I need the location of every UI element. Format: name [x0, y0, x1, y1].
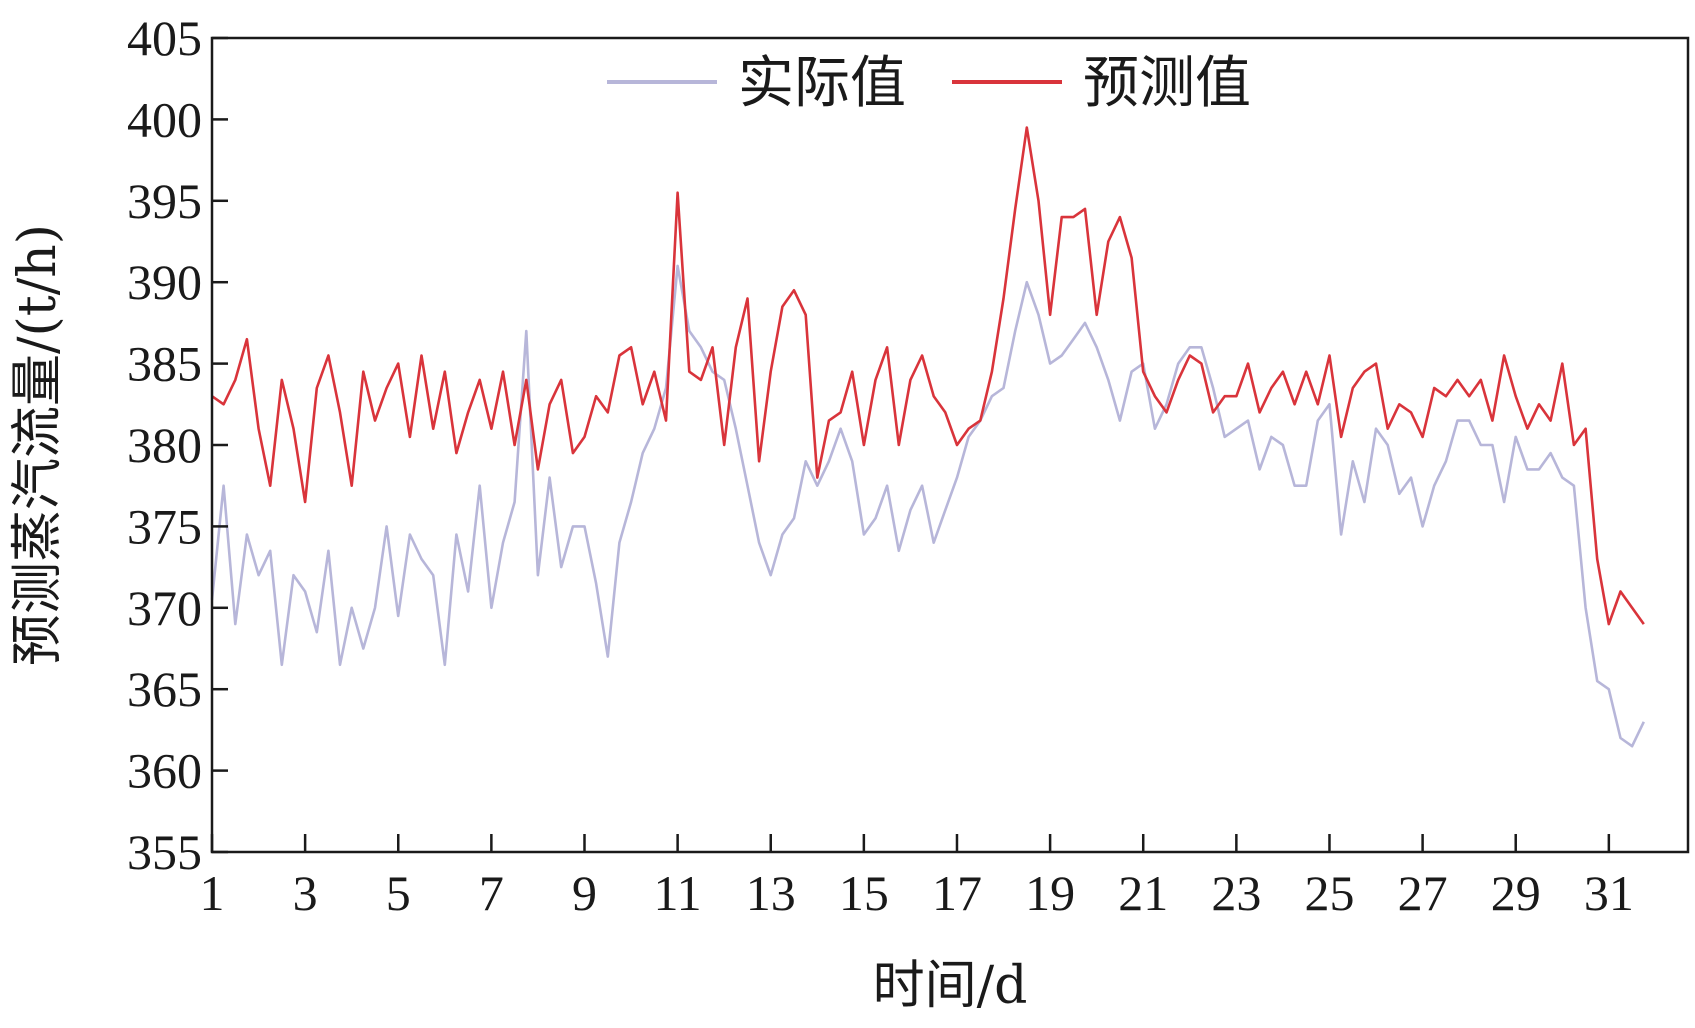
- y-tick-label: 405: [127, 10, 202, 66]
- x-tick-label: 11: [654, 865, 702, 921]
- x-tick-label: 15: [839, 865, 889, 921]
- y-axis-title: 预测蒸汽流量/(t/h): [8, 224, 68, 666]
- x-tick-label: 13: [746, 865, 796, 921]
- y-tick-label: 370: [127, 580, 202, 636]
- legend-label-actual: 实际值: [738, 51, 906, 116]
- y-tick-label: 390: [127, 254, 202, 310]
- x-tick-label: 5: [386, 865, 411, 921]
- legend-label-predicted: 预测值: [1083, 51, 1251, 116]
- y-tick-label: 360: [127, 743, 202, 799]
- series-line-actual: [210, 264, 1645, 748]
- x-tick-label: 19: [1025, 865, 1075, 921]
- y-tick-label: 395: [127, 173, 202, 229]
- x-tick-label: 17: [932, 865, 982, 921]
- y-tick-label: 385: [127, 336, 202, 392]
- x-axis-title: 时间/d: [873, 956, 1028, 1016]
- series-line-predicted: [211, 126, 1645, 626]
- y-tick-label: 400: [127, 91, 202, 147]
- legend: 实际值 预测值: [607, 51, 1251, 116]
- y-tick-label: 355: [127, 824, 202, 880]
- y-tick-label: 375: [127, 498, 202, 554]
- x-tick-label: 7: [479, 865, 504, 921]
- axis-layer: 1 3 5 7 9 11 13 15 17 19 21 23 25 27 29 313553603653703…: [127, 10, 1634, 921]
- x-tick-label: 9: [572, 865, 597, 921]
- series-layer: [210, 126, 1645, 748]
- y-tick-label: 365: [127, 661, 202, 717]
- x-tick-label: 31: [1584, 865, 1634, 921]
- x-tick-label: 21: [1118, 865, 1168, 921]
- x-tick-label: 23: [1211, 865, 1261, 921]
- y-tick-label: 380: [127, 417, 202, 473]
- x-tick-label: 1: [200, 865, 225, 921]
- x-tick-label: 29: [1491, 865, 1541, 921]
- plot-frame: [210, 36, 1690, 854]
- x-tick-label: 25: [1304, 865, 1354, 921]
- x-tick-label: 3: [293, 865, 318, 921]
- x-tick-label: 27: [1398, 865, 1448, 921]
